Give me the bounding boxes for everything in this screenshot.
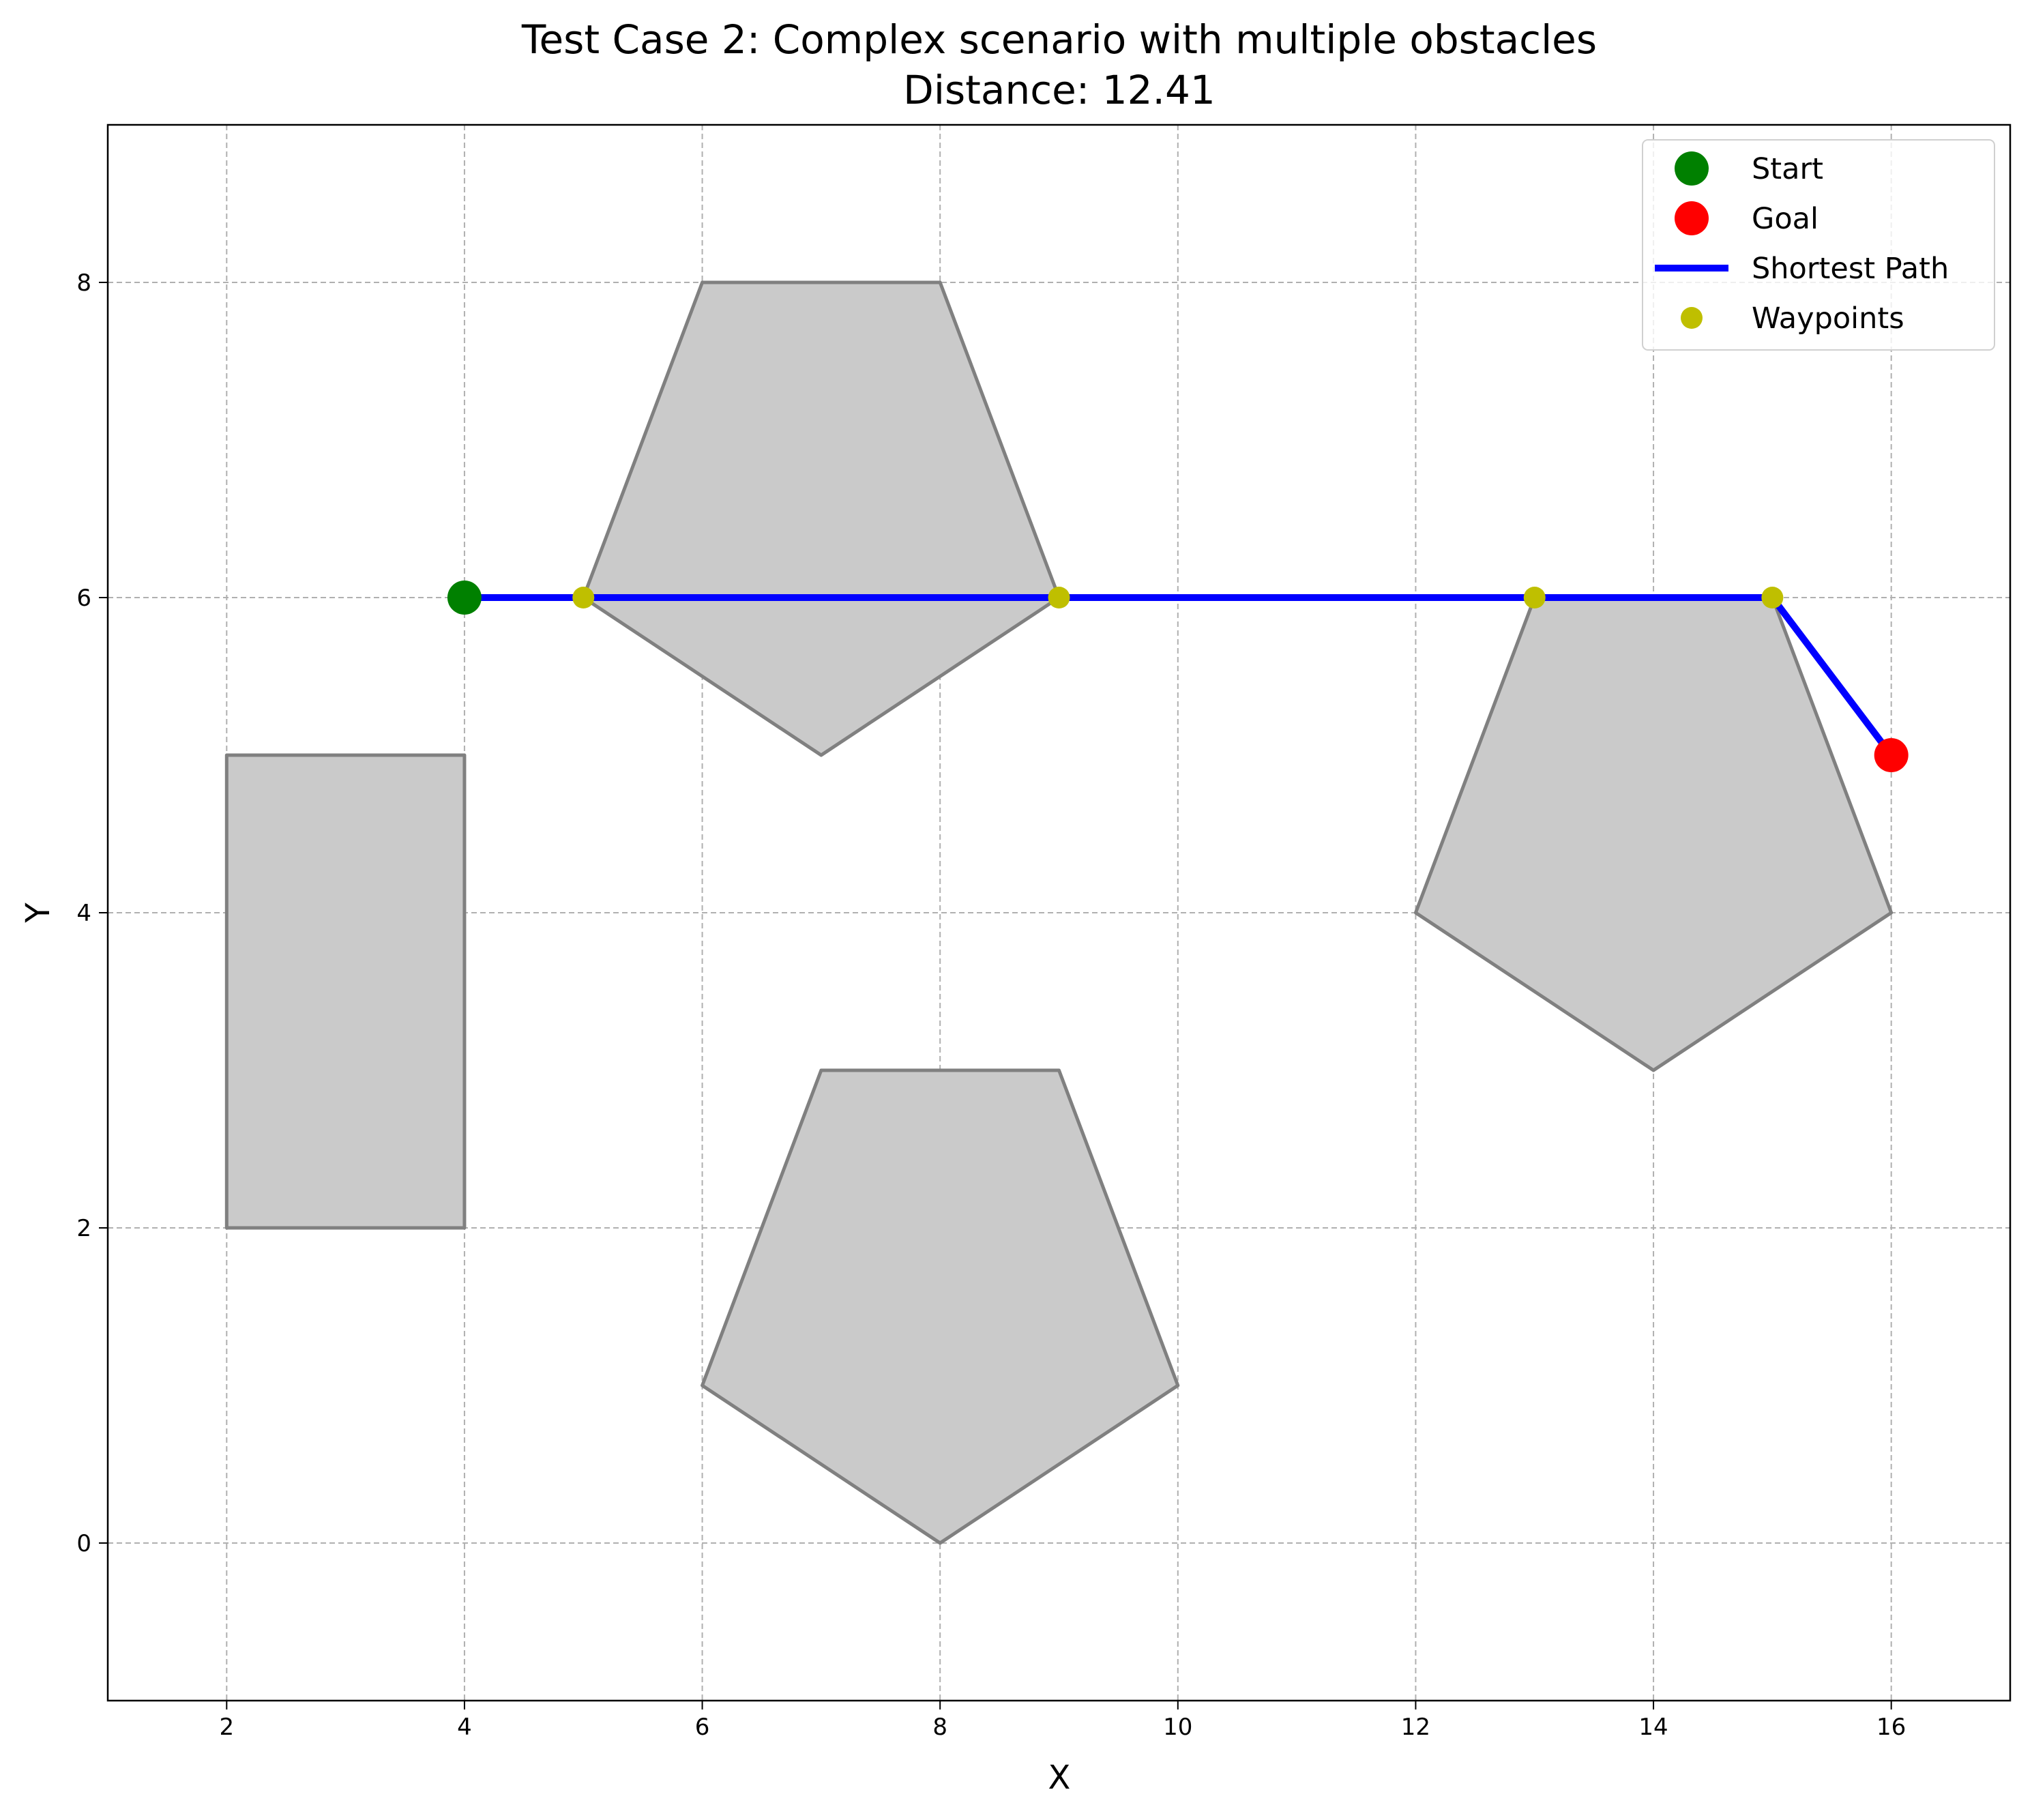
- x-tick-label: 16: [1876, 1714, 1906, 1741]
- obstacle-polygon: [701, 1068, 1180, 1545]
- series: [447, 581, 1909, 772]
- obstacle-polygon: [1413, 596, 1894, 1072]
- x-tick-label: 12: [1401, 1714, 1430, 1741]
- goal-marker: [1874, 738, 1909, 772]
- legend-label: Start: [1752, 152, 1823, 186]
- legend-label: Shortest Path: [1752, 252, 1949, 286]
- x-tick-label: 8: [932, 1714, 947, 1741]
- waypoints-marker: [1048, 587, 1070, 608]
- x-tick-label: 2: [219, 1714, 234, 1741]
- waypoints-marker: [1761, 587, 1784, 608]
- waypoints-marker: [1523, 587, 1546, 608]
- y-tick-label: 4: [76, 900, 91, 927]
- obstacle-polygon: [224, 753, 467, 1230]
- chart-subtitle: Distance: 12.41: [903, 67, 1216, 113]
- y-tick-label: 6: [76, 585, 91, 612]
- ticks: 2 4 6 8 10 12 14 16 0 2 4 6 8: [76, 269, 1906, 1741]
- obstacle-polygon: [581, 280, 1061, 757]
- x-tick-label: 4: [457, 1714, 472, 1741]
- legend-label: Goal: [1752, 202, 1819, 236]
- legend-swatch-marker: [1675, 201, 1709, 235]
- x-tick-label: 10: [1163, 1714, 1192, 1741]
- legend: Start Goal Shortest Path Waypoints: [1642, 139, 1995, 351]
- legend-label: Waypoints: [1752, 302, 1904, 336]
- y-tick-label: 2: [76, 1215, 91, 1242]
- plot-frame: [106, 123, 2012, 1702]
- y-axis-label: Y: [19, 902, 57, 924]
- x-tick-label: 6: [695, 1714, 710, 1741]
- shortest-path-line: [464, 594, 1894, 758]
- legend-frame: [1642, 139, 1995, 351]
- legend-swatch-marker: [1681, 307, 1703, 329]
- y-tick-label: 0: [76, 1530, 91, 1557]
- x-tick-label: 14: [1638, 1714, 1668, 1741]
- waypoints-marker: [572, 587, 595, 608]
- chart-title: Test Case 2: Complex scenario with multi…: [521, 16, 1597, 63]
- y-tick-label: 8: [76, 269, 91, 297]
- x-axis-label: X: [1048, 1759, 1071, 1797]
- obstacles: [224, 280, 1894, 1545]
- start-marker: [447, 581, 482, 615]
- legend-swatch-marker: [1675, 151, 1709, 186]
